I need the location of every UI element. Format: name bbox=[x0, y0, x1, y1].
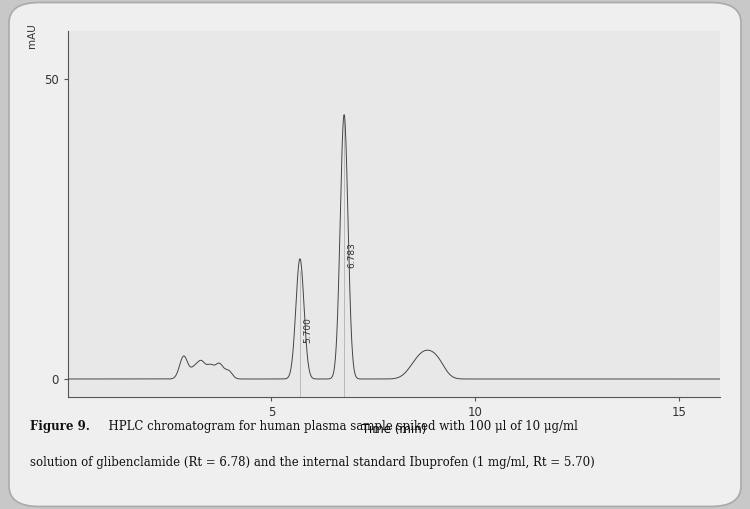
Text: HPLC chromatogram for human plasma sample spiked with 100 μl of 10 μg/ml: HPLC chromatogram for human plasma sampl… bbox=[101, 420, 578, 433]
X-axis label: Time (min): Time (min) bbox=[362, 423, 426, 436]
Text: 5.700: 5.700 bbox=[303, 317, 312, 343]
Text: 6.783: 6.783 bbox=[347, 242, 356, 268]
Text: solution of glibenclamide (Rt = 6.78) and the internal standard Ibuprofen (1 mg/: solution of glibenclamide (Rt = 6.78) an… bbox=[30, 456, 595, 469]
Text: Figure 9.: Figure 9. bbox=[30, 420, 90, 433]
Text: Figure 9.  HPLC chromatogram for human plasma sample spiked with 100 μl of 10 μg: Figure 9. HPLC chromatogram for human pl… bbox=[30, 420, 595, 448]
FancyBboxPatch shape bbox=[9, 3, 741, 506]
Text: mAU: mAU bbox=[26, 23, 37, 48]
